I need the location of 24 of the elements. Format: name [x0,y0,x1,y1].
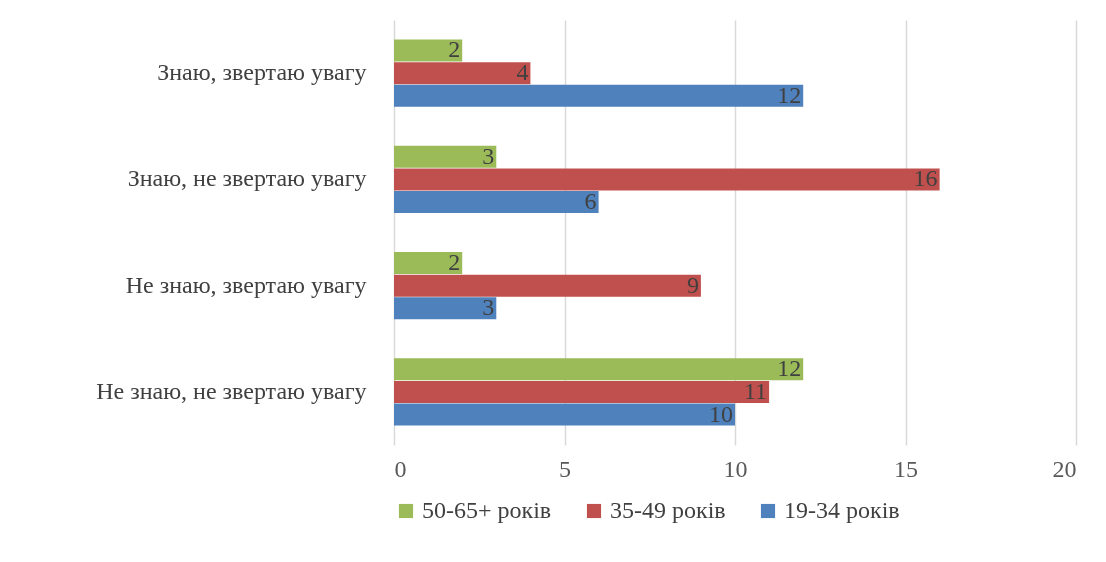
data-label: 2 [448,248,461,275]
data-label: 10 [709,400,733,427]
y-tick-label: Знаю, звертаю увагу [157,59,367,86]
data-label: 3 [482,294,495,321]
legend-label: 50-65+ років [422,497,552,523]
legend-label: 35-49 років [610,497,726,523]
y-tick-label: Знаю, не звертаю увагу [127,165,367,192]
x-tick-label: 15 [894,455,918,482]
x-tick-label: 10 [723,455,748,482]
y-tick-label: Не знаю, звертаю увагу [125,271,367,298]
data-label: 9 [686,271,699,298]
data-label: 3 [482,142,495,169]
x-tick-label: 20 [1052,455,1077,482]
legend-label: 19-34 років [784,497,900,523]
data-label: 12 [777,81,802,108]
data-label: 16 [913,165,938,192]
data-label: 4 [516,59,529,86]
data-label: 11 [743,377,768,404]
data-label: 6 [584,188,597,215]
data-label: 12 [777,355,802,382]
y-tick-label: Не знаю, не звертаю увагу [96,377,367,404]
x-tick-label: 5 [559,455,571,482]
x-tick-label: 0 [394,455,407,482]
data-label: 2 [448,36,461,63]
